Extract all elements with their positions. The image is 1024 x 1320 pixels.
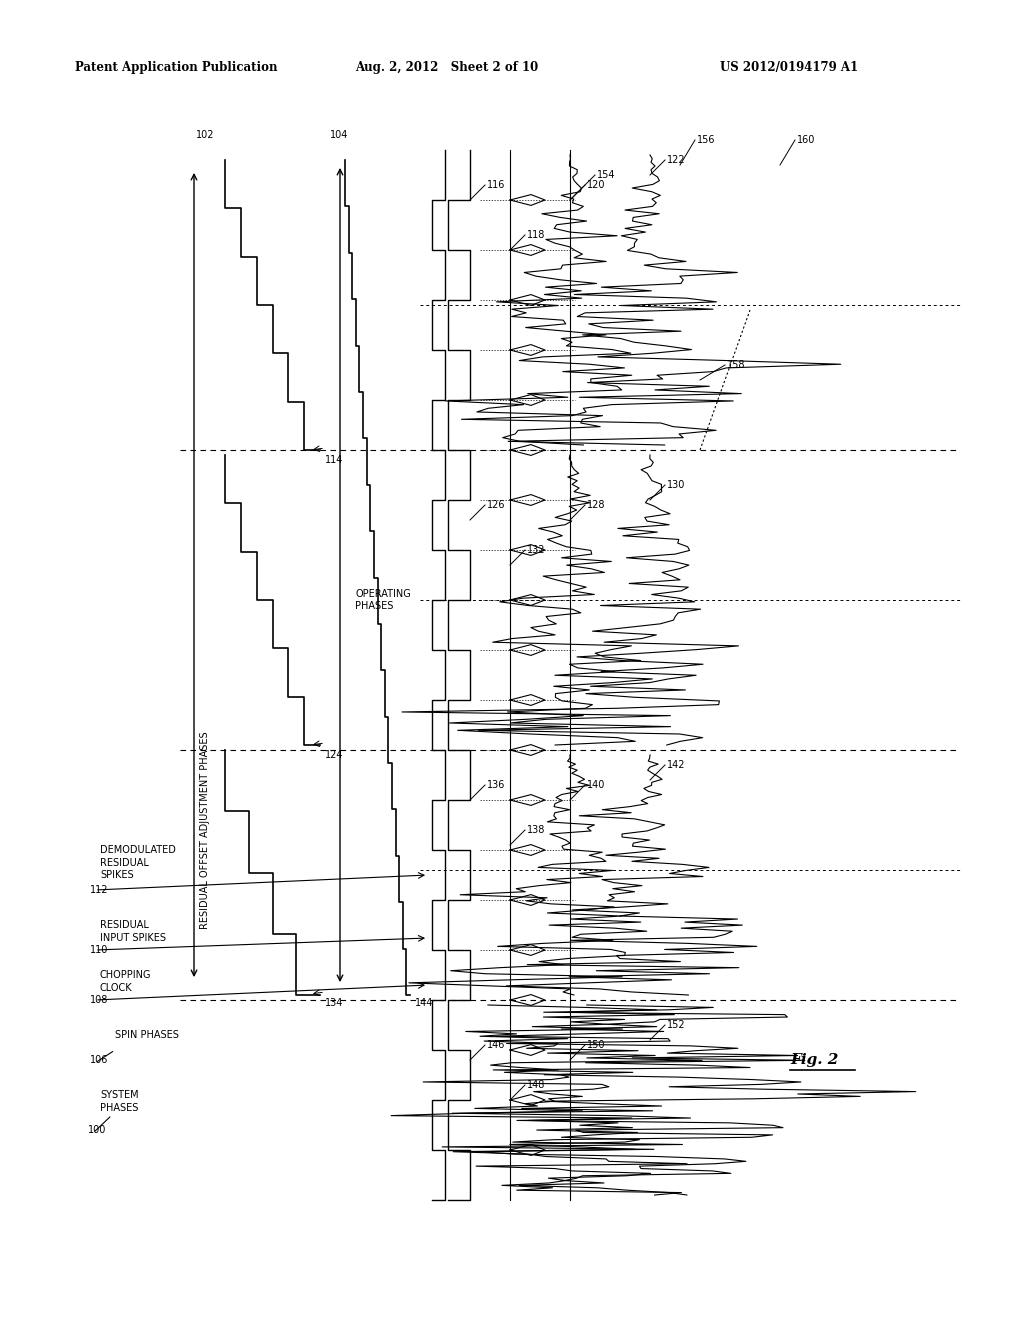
Text: 136: 136 xyxy=(487,780,506,789)
Text: 110: 110 xyxy=(90,945,109,954)
Text: 154: 154 xyxy=(597,170,615,180)
Text: RESIDUAL: RESIDUAL xyxy=(100,920,148,931)
Text: 124: 124 xyxy=(325,750,343,760)
Text: 156: 156 xyxy=(697,135,716,145)
Text: 128: 128 xyxy=(587,500,605,510)
Text: US 2012/0194179 A1: US 2012/0194179 A1 xyxy=(720,62,858,74)
Text: 138: 138 xyxy=(527,825,546,836)
Text: 106: 106 xyxy=(90,1055,109,1065)
Text: Aug. 2, 2012   Sheet 2 of 10: Aug. 2, 2012 Sheet 2 of 10 xyxy=(355,62,539,74)
Text: 104: 104 xyxy=(330,129,348,140)
Text: 130: 130 xyxy=(667,480,685,490)
Text: RESIDUAL: RESIDUAL xyxy=(100,858,148,869)
Text: 114: 114 xyxy=(325,455,343,465)
Text: CHOPPING: CHOPPING xyxy=(100,970,152,979)
Text: 140: 140 xyxy=(587,780,605,789)
Text: 142: 142 xyxy=(667,760,685,770)
Text: 134: 134 xyxy=(325,998,343,1008)
Text: 100: 100 xyxy=(88,1125,106,1135)
Text: 152: 152 xyxy=(667,1020,686,1030)
Text: 144: 144 xyxy=(415,998,433,1008)
Text: 146: 146 xyxy=(487,1040,506,1049)
Text: 160: 160 xyxy=(797,135,815,145)
Text: 148: 148 xyxy=(527,1080,546,1090)
Text: 122: 122 xyxy=(667,154,686,165)
Text: Fig. 2: Fig. 2 xyxy=(790,1053,839,1067)
Text: RESIDUAL OFFSET ADJUSTMENT PHASES: RESIDUAL OFFSET ADJUSTMENT PHASES xyxy=(200,731,210,929)
Text: PHASES: PHASES xyxy=(100,1104,138,1113)
Text: 120: 120 xyxy=(587,180,605,190)
Text: 116: 116 xyxy=(487,180,506,190)
Text: SPIKES: SPIKES xyxy=(100,870,133,880)
Text: 118: 118 xyxy=(527,230,546,240)
Text: 108: 108 xyxy=(90,995,109,1005)
Text: 132: 132 xyxy=(527,545,546,554)
Text: CLOCK: CLOCK xyxy=(100,983,133,993)
Text: 102: 102 xyxy=(196,129,214,140)
Text: SPIN PHASES: SPIN PHASES xyxy=(115,1030,179,1040)
Text: DEMODULATED: DEMODULATED xyxy=(100,845,176,855)
Text: 126: 126 xyxy=(487,500,506,510)
Text: SYSTEM: SYSTEM xyxy=(100,1090,138,1100)
Text: INPUT SPIKES: INPUT SPIKES xyxy=(100,933,166,942)
Text: OPERATING
PHASES: OPERATING PHASES xyxy=(355,589,411,611)
Text: 112: 112 xyxy=(90,884,109,895)
Text: 158: 158 xyxy=(727,360,745,370)
Text: 150: 150 xyxy=(587,1040,605,1049)
Text: Patent Application Publication: Patent Application Publication xyxy=(75,62,278,74)
